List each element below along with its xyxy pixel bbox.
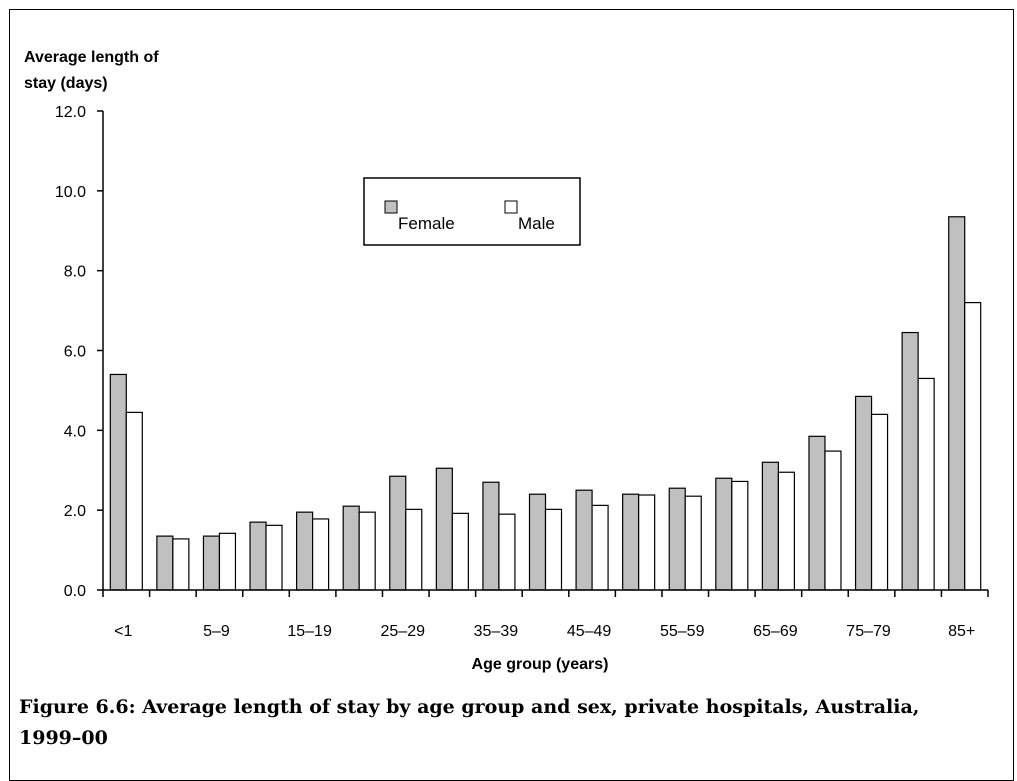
bar-male	[824, 450, 842, 591]
bar-male	[684, 495, 702, 591]
y-axis-ticks: 0.0 2.0 4.0 6.0 8.0 10.0 12.0	[55, 104, 103, 600]
y-tick-label: 12.0	[55, 104, 86, 121]
bar-male	[544, 508, 563, 591]
bar-male	[451, 512, 469, 591]
y-tick-label: 8.0	[64, 264, 86, 281]
y-tick-label: 0.0	[64, 583, 86, 600]
bar-male	[917, 377, 935, 591]
y-tick-label: 10.0	[55, 184, 86, 201]
legend: Female Male	[363, 177, 581, 246]
x-tick-label: 65–69	[753, 623, 798, 640]
bar-male	[172, 538, 190, 591]
bar-chart: Average length of stay (days) Age group …	[24, 49, 989, 673]
x-tick-label: 25–29	[381, 623, 426, 640]
bar-female	[156, 535, 174, 591]
bar-female	[296, 511, 314, 591]
bar-male	[218, 532, 237, 591]
bar-female	[482, 481, 500, 591]
bar-male	[777, 471, 795, 591]
bar-male	[870, 413, 889, 591]
bar-female	[342, 505, 360, 591]
bar-female	[901, 331, 919, 591]
bar-female	[249, 521, 267, 591]
bar-female	[575, 489, 593, 591]
y-tick-label: 4.0	[64, 423, 86, 440]
legend-label-female: Female	[398, 214, 455, 233]
bar-male	[405, 508, 423, 591]
y-tick-label: 2.0	[64, 503, 86, 520]
bar-male	[638, 494, 656, 591]
legend-swatch-female	[384, 200, 398, 214]
bar-female	[389, 475, 407, 591]
bar-female	[715, 477, 733, 591]
legend-box	[363, 177, 581, 246]
x-axis-ticks: <1 5–9 15–19 25–29 35–39 45–49 55–59 65–69 75–79…	[102, 590, 989, 640]
bars	[109, 216, 982, 591]
bar-female	[854, 395, 873, 591]
x-tick-label: 5–9	[203, 623, 230, 640]
y-tick-label: 6.0	[64, 344, 86, 361]
bar-female	[808, 435, 826, 591]
bar-male	[265, 524, 283, 591]
figure-caption: Figure 6.6: Average length of stay by ag…	[19, 696, 920, 749]
axes	[102, 111, 988, 591]
bar-male	[498, 513, 516, 591]
x-tick-label: 75–79	[846, 623, 891, 640]
axis-titles: Average length of stay (days) Age group …	[24, 49, 608, 673]
bar-female	[622, 493, 640, 591]
x-tick-label: 15–19	[287, 623, 332, 640]
bar-female	[202, 535, 221, 591]
y-axis-title-line1: Average length of	[24, 49, 159, 66]
bar-male	[358, 511, 376, 591]
y-axis-title-line2: stay (days)	[24, 75, 108, 92]
x-tick-label: 85+	[948, 623, 975, 640]
bar-female	[435, 467, 453, 591]
bar-male	[731, 480, 749, 591]
bar-male	[125, 411, 143, 591]
legend-label-male: Male	[518, 214, 555, 233]
bar-male	[964, 302, 982, 591]
bar-female	[668, 487, 686, 591]
x-axis-title: Age group (years)	[472, 656, 609, 673]
x-tick-label: 55–59	[660, 623, 705, 640]
bar-male	[312, 518, 330, 591]
bar-female	[109, 373, 127, 591]
figure-frame	[9, 9, 1014, 781]
bar-female	[761, 461, 779, 591]
legend-swatch-male	[504, 200, 518, 214]
bar-male	[591, 504, 609, 591]
x-tick-label: 45–49	[567, 623, 612, 640]
x-tick-label: <1	[114, 623, 132, 640]
x-tick-label: 35–39	[474, 623, 519, 640]
bar-female	[948, 216, 966, 591]
bar-female	[528, 493, 547, 591]
